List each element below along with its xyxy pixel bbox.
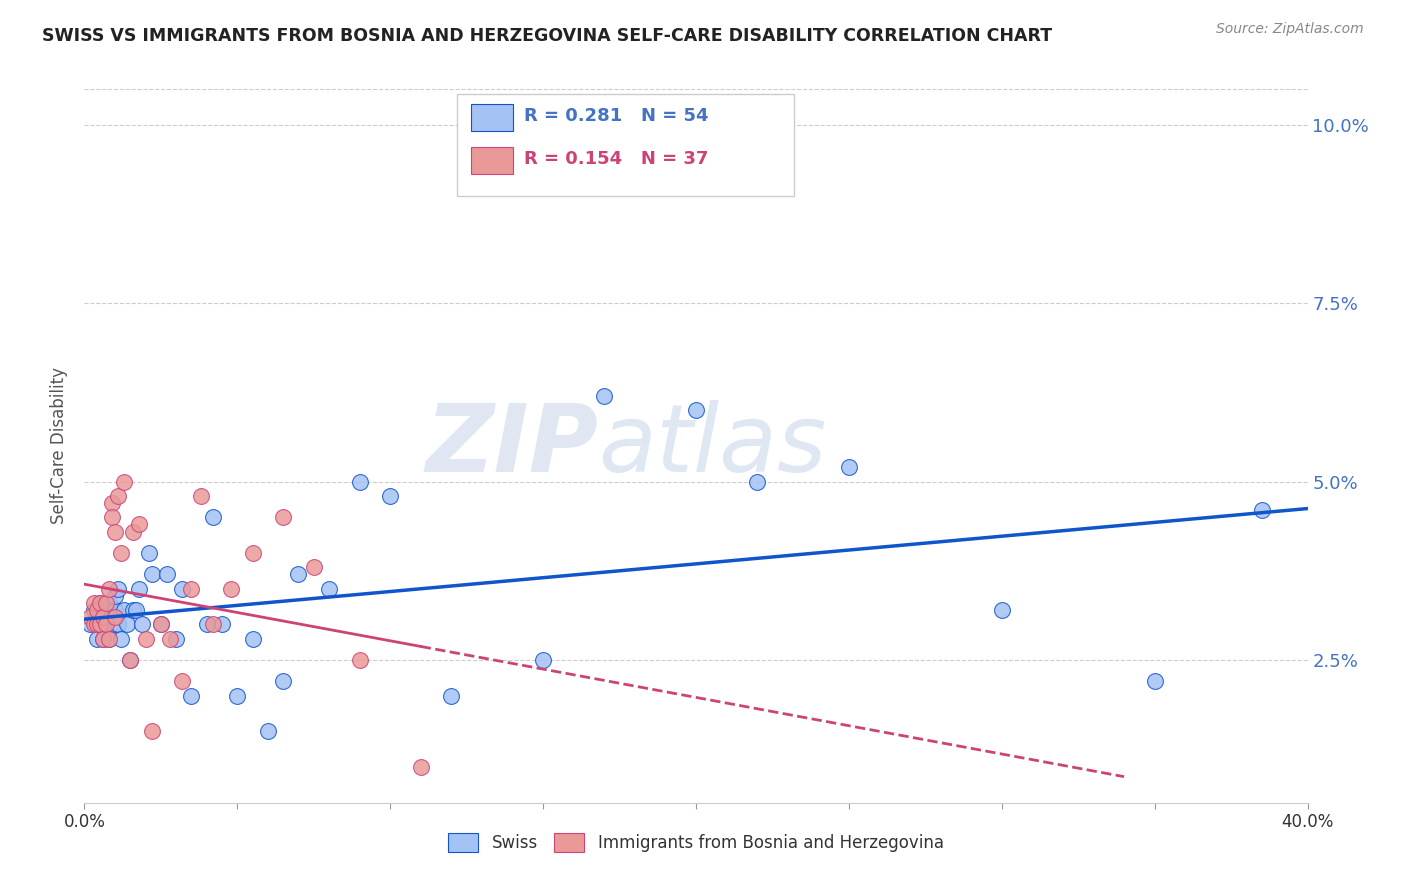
Point (1250, 503, 1272, 517)
Point (302, 560, 325, 574)
Point (180, 582, 202, 596)
Point (122, 524, 145, 539)
Point (159, 632, 181, 646)
Point (190, 489, 212, 503)
Point (195, 617, 218, 632)
Legend: Swiss, Immigrants from Bosnia and Herzegovina: Swiss, Immigrants from Bosnia and Herzeg… (441, 826, 950, 859)
Point (79, 610, 101, 624)
Point (107, 489, 129, 503)
Point (86, 632, 108, 646)
Y-axis label: Self-Care Disability: Self-Care Disability (51, 368, 69, 524)
Point (180, 689, 202, 703)
Point (242, 632, 264, 646)
Point (201, 510, 224, 524)
Point (91, 632, 114, 646)
Text: Source: ZipAtlas.com: Source: ZipAtlas.com (1216, 22, 1364, 37)
Point (271, 510, 294, 524)
Point (172, 582, 194, 596)
Point (83, 596, 105, 610)
Point (125, 603, 148, 617)
Point (135, 632, 157, 646)
Point (97, 582, 120, 596)
Point (83, 603, 105, 617)
Point (138, 546, 160, 560)
Point (104, 603, 127, 617)
Point (104, 610, 127, 624)
Point (86, 617, 108, 632)
Point (128, 582, 150, 596)
Point (531, 653, 554, 667)
Point (112, 603, 135, 617)
Point (115, 617, 138, 632)
Point (219, 582, 242, 596)
Point (79, 617, 101, 632)
Point (89, 617, 111, 632)
Point (101, 610, 124, 624)
Point (104, 524, 127, 539)
Point (104, 589, 127, 603)
Point (349, 653, 371, 667)
Point (149, 617, 172, 632)
Point (141, 724, 163, 739)
Point (593, 389, 616, 403)
Point (89, 596, 111, 610)
Point (128, 517, 150, 532)
Point (89, 596, 111, 610)
Point (120, 653, 142, 667)
Point (257, 724, 280, 739)
Point (97, 596, 120, 610)
Point (271, 674, 294, 689)
Point (172, 674, 194, 689)
Point (107, 582, 129, 596)
Point (94, 596, 117, 610)
Text: SWISS VS IMMIGRANTS FROM BOSNIA AND HERZEGOVINA SELF-CARE DISABILITY CORRELATION: SWISS VS IMMIGRANTS FROM BOSNIA AND HERZ… (42, 27, 1052, 45)
Point (211, 617, 233, 632)
Point (149, 617, 172, 632)
Point (110, 632, 132, 646)
Point (380, 489, 402, 503)
Text: R = 0.154   N = 37: R = 0.154 N = 37 (524, 150, 709, 168)
Point (86, 617, 108, 632)
Point (747, 475, 769, 489)
Point (409, 760, 432, 774)
Point (165, 632, 187, 646)
Point (120, 653, 142, 667)
Point (141, 567, 163, 582)
Point (91, 632, 114, 646)
Point (122, 603, 145, 617)
Point (685, 403, 707, 417)
Point (287, 567, 309, 582)
Point (89, 617, 111, 632)
Point (86, 603, 108, 617)
Point (349, 475, 371, 489)
Point (97, 632, 120, 646)
Point (101, 496, 124, 510)
Point (226, 689, 249, 703)
Point (91, 610, 114, 624)
Point (242, 546, 264, 560)
Point (991, 603, 1014, 617)
Text: ZIP: ZIP (425, 400, 598, 492)
Point (101, 617, 124, 632)
Point (440, 689, 463, 703)
Point (1143, 674, 1166, 689)
Point (318, 582, 340, 596)
Point (156, 567, 179, 582)
Point (94, 617, 117, 632)
Point (94, 617, 117, 632)
Text: atlas: atlas (598, 401, 827, 491)
Point (107, 617, 129, 632)
Point (112, 475, 135, 489)
Text: R = 0.281   N = 54: R = 0.281 N = 54 (524, 107, 709, 125)
Point (94, 603, 117, 617)
Point (838, 460, 860, 475)
Point (83, 617, 105, 632)
Point (131, 617, 153, 632)
Point (110, 546, 132, 560)
Point (201, 617, 224, 632)
Point (91, 610, 114, 624)
Point (101, 510, 124, 524)
Point (97, 632, 120, 646)
Point (104, 617, 127, 632)
